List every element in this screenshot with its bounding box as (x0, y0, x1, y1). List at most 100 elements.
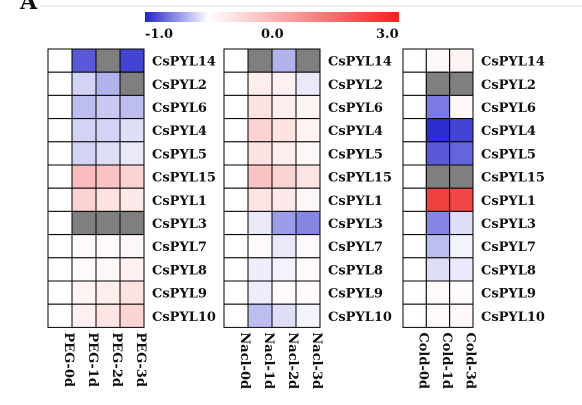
column-label: Nacl-2d (285, 332, 300, 389)
colorbar (145, 12, 399, 22)
heatmap-cell (47, 71, 73, 96)
heatmap-cell (71, 210, 97, 236)
heatmap-cell (295, 303, 321, 328)
heatmap-cell (119, 118, 145, 143)
heatmap-cell (47, 234, 73, 259)
heatmap-cell (119, 71, 145, 96)
heatmap-cell (71, 303, 97, 328)
heatmap-cell (295, 118, 321, 143)
heatmap-cell (247, 118, 273, 143)
row-label: CsPYL3 (481, 217, 536, 232)
heatmap-cell (247, 141, 273, 166)
column-label: PEG-3d (133, 332, 148, 387)
heatmap-cell (223, 303, 249, 328)
heatmap-cell (271, 141, 297, 166)
heatmap-cell (47, 257, 73, 282)
heatmap-cell (95, 118, 121, 143)
column-label: Cold-3d (462, 332, 477, 389)
heatmap-cell (271, 303, 297, 328)
row-label: CsPYL15 (481, 171, 545, 186)
heatmap-cell (449, 71, 474, 96)
heatmap-cell (449, 210, 474, 236)
heatmap-cell (295, 141, 321, 166)
heatmap-cell (402, 164, 427, 189)
heatmap-cell (247, 303, 273, 328)
heatmap-cell (425, 48, 451, 73)
heatmap-cell (271, 48, 297, 73)
heatmap-cell (247, 257, 273, 282)
heatmap-cell (47, 118, 73, 143)
heatmap-cell (295, 234, 321, 259)
heatmap-panels: CsPYL14 CsPYL2 CsPYL6 CsPYL4 CsPYL5 CsPYL15 Cs… (47, 48, 545, 389)
heatmap-cell (402, 303, 427, 328)
heatmap-cell (295, 280, 321, 305)
heatmap-cell (402, 210, 427, 236)
heatmap-cell (247, 280, 273, 305)
row-label: CsPYL4 (328, 124, 383, 139)
heatmap-cell (449, 141, 474, 166)
row-label: CsPYL15 (152, 171, 216, 186)
heatmap-cell (47, 48, 73, 73)
row-label: CsPYL14 (152, 55, 216, 70)
heatmap-cell (223, 257, 249, 282)
column-label: Nacl-3d (309, 332, 324, 389)
heatmap-cell (402, 48, 427, 73)
row-label: CsPYL1 (328, 194, 383, 209)
heatmap-cell (295, 257, 321, 282)
row-label: CsPYL2 (152, 78, 207, 93)
heatmap-cell (95, 71, 121, 96)
heatmap-cell (425, 187, 451, 212)
heatmap-cell (95, 210, 121, 236)
row-label: CsPYL14 (481, 55, 545, 70)
heatmap-cell (295, 210, 321, 236)
row-label: CsPYL15 (328, 171, 392, 186)
heatmap-cell (402, 71, 427, 96)
heatmap-cell (247, 48, 273, 73)
heatmap-cell (425, 280, 451, 305)
heatmap-cell (71, 141, 97, 166)
row-label: CsPYL7 (152, 240, 207, 255)
heatmap-cell (425, 303, 451, 328)
heatmap-cell (247, 234, 273, 259)
heatmap-cell (119, 187, 145, 212)
heatmap-cell (402, 234, 427, 259)
column-label: Cold-1d (439, 332, 454, 389)
heatmap-cell (402, 257, 427, 282)
heatmap-cell (402, 187, 427, 212)
heatmap-cell (47, 280, 73, 305)
heatmap-cell (223, 118, 249, 143)
heatmap-cell (402, 118, 427, 143)
row-label: CsPYL8 (328, 263, 383, 278)
heatmap-cell (95, 280, 121, 305)
row-label: CsPYL9 (481, 287, 536, 302)
row-label: CsPYL6 (152, 101, 207, 116)
row-label: CsPYL9 (152, 287, 207, 302)
heatmap-cell (223, 71, 249, 96)
heatmap-cell (247, 94, 273, 120)
row-label: CsPYL9 (328, 287, 383, 302)
heatmap-cell (449, 234, 474, 259)
column-label: PEG-0d (61, 332, 76, 387)
heatmap-cell (47, 141, 73, 166)
heatmap-cell (247, 210, 273, 236)
heatmap-cell (425, 234, 451, 259)
heatmap-cell (223, 234, 249, 259)
row-label: CsPYL1 (152, 194, 207, 209)
heatmap-cell (449, 187, 474, 212)
heatmap-cell (95, 164, 121, 189)
heatmap-cell (425, 118, 451, 143)
row-label: CsPYL10 (328, 310, 392, 325)
heatmap-cell (449, 303, 474, 328)
column-label: PEG-2d (109, 332, 124, 387)
heatmap-cell (119, 94, 145, 120)
heatmap-cell (425, 210, 451, 236)
heatmap-cell (47, 164, 73, 189)
row-label: CsPYL10 (152, 310, 216, 325)
heatmap-cell (449, 164, 474, 189)
heatmap-cell (47, 187, 73, 212)
row-label: CsPYL5 (328, 147, 383, 162)
heatmap-cell (449, 48, 474, 73)
heatmap-cell (425, 94, 451, 120)
heatmap-cell (119, 234, 145, 259)
